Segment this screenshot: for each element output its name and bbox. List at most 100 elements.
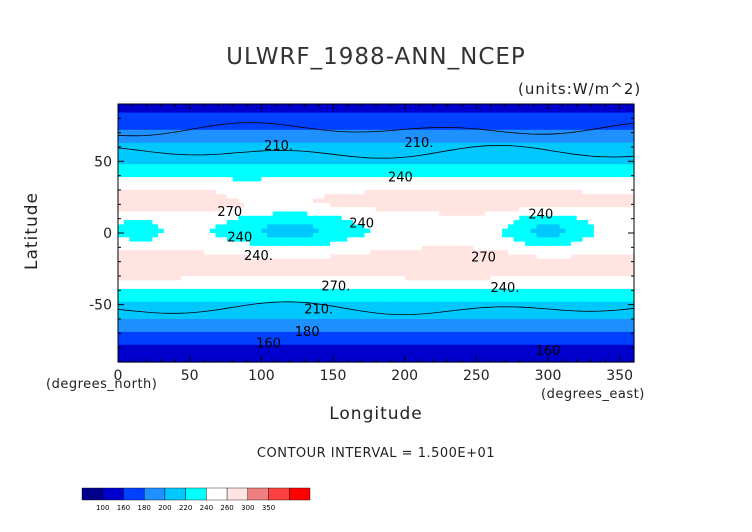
heatmap-cell <box>376 314 383 320</box>
heatmap-cell <box>186 224 194 230</box>
heatmap-cell <box>215 288 222 294</box>
heatmap-cell <box>381 310 389 316</box>
heatmap-cell <box>169 198 176 204</box>
heatmap-cell <box>232 198 239 204</box>
heatmap-cell <box>192 306 199 311</box>
heatmap-cell <box>169 142 176 148</box>
heatmap-cell <box>593 125 601 131</box>
heatmap-cell <box>364 215 371 221</box>
heatmap-cell <box>118 241 125 247</box>
heatmap-cell <box>192 237 199 243</box>
heatmap-cell <box>249 190 257 195</box>
heatmap-cell <box>244 211 251 217</box>
heatmap-cell <box>330 327 337 333</box>
heatmap-cell <box>158 276 165 281</box>
heatmap-cell <box>198 151 205 157</box>
heatmap-cell <box>118 331 125 337</box>
heatmap-cell <box>473 177 480 182</box>
heatmap-cell <box>398 237 406 243</box>
heatmap-cell <box>370 172 377 178</box>
heatmap-cell <box>284 159 291 165</box>
heatmap-cell <box>232 172 239 178</box>
heatmap-cell <box>496 228 503 234</box>
heatmap-cell <box>140 181 148 187</box>
heatmap-cell <box>249 310 257 316</box>
heatmap-cell <box>462 241 469 247</box>
heatmap-cell <box>496 263 503 268</box>
heatmap-cell <box>198 224 205 230</box>
heatmap-cell <box>444 297 452 303</box>
heatmap-cell <box>439 237 446 243</box>
heatmap-cell <box>439 198 446 204</box>
heatmap-cell <box>398 228 406 234</box>
heatmap-cell <box>186 198 194 204</box>
heatmap-cell <box>490 172 497 178</box>
heatmap-cell <box>118 284 125 290</box>
heatmap-cell <box>611 190 618 195</box>
heatmap-cell <box>347 172 354 178</box>
heatmap-cell <box>513 185 520 191</box>
heatmap-cell <box>393 258 400 264</box>
heatmap-cell <box>530 185 538 191</box>
heatmap-cell <box>484 185 492 191</box>
heatmap-cell <box>473 319 480 324</box>
heatmap-cell <box>118 245 125 251</box>
heatmap-cell <box>261 215 268 221</box>
heatmap-cell <box>450 121 457 127</box>
heatmap-cell <box>341 147 348 152</box>
heatmap-cell <box>324 250 331 256</box>
heatmap-cell <box>404 220 411 225</box>
heatmap-cell <box>221 207 228 213</box>
heatmap-cell <box>307 194 314 200</box>
heatmap-cell <box>347 276 354 281</box>
heatmap-cell <box>169 237 176 243</box>
heatmap-cell <box>628 108 635 114</box>
heatmap-cell <box>146 224 153 230</box>
heatmap-cell <box>324 237 331 243</box>
heatmap-cell <box>370 147 377 152</box>
heatmap-cell <box>244 336 251 342</box>
heatmap-cell <box>611 198 618 204</box>
heatmap-cell <box>456 258 463 264</box>
heatmap-cell <box>181 271 188 277</box>
heatmap-cell <box>255 134 262 139</box>
heatmap-cell <box>324 228 331 234</box>
heatmap-cell <box>226 336 234 342</box>
heatmap-cell <box>312 340 320 346</box>
heatmap-cell <box>542 177 549 182</box>
heatmap-cell <box>548 125 555 131</box>
heatmap-cell <box>358 215 366 221</box>
heatmap-cell <box>507 138 515 144</box>
heatmap-cell <box>622 215 629 221</box>
heatmap-cell <box>324 116 331 122</box>
heatmap-cell <box>198 233 205 238</box>
heatmap-cell <box>502 301 509 307</box>
heatmap-cell <box>439 297 446 303</box>
heatmap-cell <box>358 190 366 195</box>
heatmap-cell <box>410 245 417 251</box>
heatmap-cell <box>456 263 463 268</box>
heatmap-cell <box>484 228 492 234</box>
heatmap-cell <box>221 224 228 230</box>
heatmap-cell <box>175 177 182 182</box>
heatmap-cell <box>324 271 331 277</box>
heatmap-cell <box>267 297 274 303</box>
heatmap-cell <box>221 276 228 281</box>
heatmap-cell <box>152 271 159 277</box>
heatmap-cell <box>467 121 475 127</box>
heatmap-cell <box>421 327 429 333</box>
heatmap-cell <box>588 336 595 342</box>
heatmap-cell <box>135 172 142 178</box>
heatmap-cell <box>439 202 446 208</box>
heatmap-cell <box>404 254 411 260</box>
heatmap-cell <box>593 198 601 204</box>
heatmap-cell <box>330 284 337 290</box>
heatmap-cell <box>324 284 331 290</box>
heatmap-cell <box>628 104 635 109</box>
heatmap-cell <box>232 207 239 213</box>
heatmap-cell <box>129 194 136 200</box>
heatmap-cell <box>467 194 475 200</box>
heatmap-cell <box>238 104 245 109</box>
heatmap-cell <box>381 142 389 148</box>
heatmap-cell <box>484 108 492 114</box>
